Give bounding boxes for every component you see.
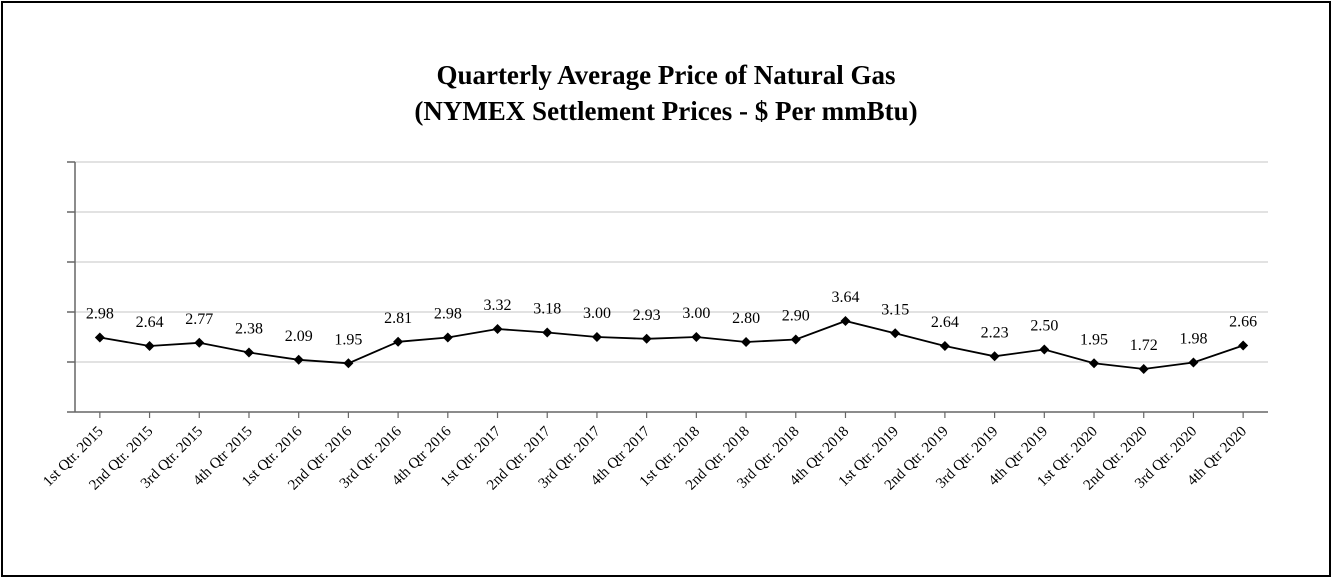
data-label: 3.15 — [881, 301, 909, 318]
data-point — [94, 332, 105, 343]
data-point — [293, 354, 304, 365]
data-point — [393, 336, 404, 347]
data-label: 2.09 — [285, 328, 313, 345]
data-point — [641, 333, 652, 344]
data-label: 2.66 — [1229, 314, 1257, 331]
data-point — [741, 337, 752, 347]
data-label: 2.64 — [931, 314, 959, 331]
data-point — [542, 327, 553, 338]
data-label: 3.64 — [831, 289, 859, 306]
data-point — [591, 332, 602, 342]
data-point — [1089, 358, 1100, 369]
data-point — [691, 332, 702, 342]
data-label: 1.95 — [334, 331, 362, 348]
data-point — [1238, 340, 1249, 351]
data-label: 1.95 — [1080, 331, 1108, 348]
data-label: 1.72 — [1130, 337, 1158, 354]
series-line — [99, 320, 1244, 370]
data-label: 2.38 — [235, 321, 263, 338]
data-label: 2.50 — [1030, 318, 1058, 335]
data-label: 3.00 — [583, 305, 611, 322]
chart-title: Quarterly Average Price of Natural Gas — [436, 60, 896, 90]
data-point — [890, 328, 901, 339]
data-point — [442, 332, 453, 343]
data-label: 3.00 — [682, 305, 710, 322]
data-point — [194, 337, 205, 348]
data-label: 2.81 — [384, 310, 412, 327]
data-label: 2.98 — [86, 306, 114, 323]
data-label: 3.18 — [533, 301, 561, 318]
data-point — [492, 324, 503, 334]
data-point — [343, 358, 354, 369]
data-label: 2.90 — [782, 308, 810, 325]
data-label: 2.64 — [136, 314, 164, 331]
data-label: 1.98 — [1179, 331, 1207, 348]
data-point — [1188, 357, 1199, 368]
data-point — [840, 316, 851, 326]
data-label: 2.77 — [185, 311, 213, 328]
data-label: 2.80 — [732, 310, 760, 327]
data-label: 2.98 — [434, 306, 462, 323]
data-label: 2.93 — [633, 307, 661, 324]
data-point — [144, 341, 155, 351]
data-point — [939, 341, 950, 351]
data-point — [243, 347, 254, 358]
data-point — [1039, 344, 1050, 355]
data-label: 2.23 — [981, 324, 1009, 341]
chart-subtitle: (NYMEX Settlement Prices - $ Per mmBtu) — [414, 96, 918, 126]
data-point — [1138, 364, 1149, 374]
data-label: 3.32 — [484, 297, 512, 314]
data-point — [790, 334, 801, 345]
data-point — [989, 351, 1000, 362]
